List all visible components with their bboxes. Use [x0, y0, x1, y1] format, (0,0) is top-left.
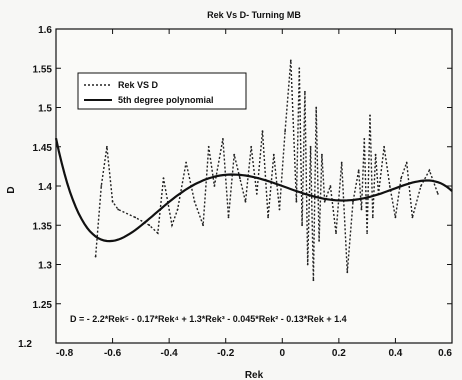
data-point [134, 216, 137, 219]
data-point [250, 145, 253, 148]
legend-label-polynomial: 5th degree polynomial [118, 95, 214, 105]
data-point [411, 216, 414, 219]
legend-box [77, 72, 247, 110]
data-point [267, 216, 269, 219]
data-point [295, 200, 298, 203]
data-point [213, 185, 216, 187]
data-point [312, 279, 315, 282]
data-point [321, 153, 323, 156]
y-tick-label: 1.6 [38, 25, 52, 36]
data-point [388, 185, 391, 187]
data-point [284, 130, 286, 133]
axis-ticks: -0.8 -0.6 -0.4 -0.2 0 0.2 0.4 0.6 1.25 1.3 1.35 1.4… [33, 25, 453, 359]
x-tick-label: -0.8 [56, 348, 74, 359]
data-point [117, 208, 120, 211]
data-point [357, 169, 360, 172]
data-point [278, 208, 281, 211]
y-tick-label: 1.5 [38, 104, 52, 115]
data-point [171, 224, 173, 227]
data-point [394, 216, 397, 219]
data-point [148, 224, 151, 227]
data-point [233, 153, 236, 156]
data-point [106, 145, 108, 148]
data-point [207, 145, 210, 148]
x-axis-label: Rek [245, 370, 264, 380]
y-axis-label: D [6, 186, 17, 193]
data-point [369, 114, 371, 117]
data-point [156, 232, 159, 235]
y-tick-label: 1.25 [33, 300, 53, 311]
series-line-polynomial-fit [54, 137, 453, 243]
y-bottom-label: 1.2 [18, 339, 32, 350]
data-point [261, 130, 264, 133]
data-point [340, 161, 343, 164]
legend: Rek VS D 5th degree polynomial [77, 72, 247, 110]
data-point [383, 145, 385, 148]
data-point [363, 138, 366, 140]
data-point [239, 177, 241, 180]
data-point [304, 90, 306, 93]
data-point [405, 161, 408, 164]
data-point [94, 255, 97, 258]
data-point [420, 185, 422, 187]
data-point [193, 200, 196, 203]
x-tick-label: 0.4 [388, 348, 402, 359]
series-line-rek-vs-d [94, 60, 439, 281]
legend-label-data: Rek VS D [118, 80, 159, 90]
data-point [202, 224, 205, 227]
y-tick-label: 1.35 [33, 221, 53, 232]
y-tick-label: 1.3 [38, 261, 52, 272]
data-point [301, 224, 303, 227]
data-point [185, 161, 188, 164]
data-point [255, 193, 258, 195]
y-tick-label: 1.45 [33, 143, 53, 154]
data-point [360, 208, 363, 211]
y-tick-label: 1.4 [38, 182, 52, 193]
data-point [323, 200, 326, 203]
data-point [176, 208, 179, 211]
data-point [100, 185, 103, 187]
data-point [437, 193, 439, 195]
data-point [366, 232, 368, 235]
x-tick-label: 0.6 [438, 348, 452, 359]
data-point [289, 59, 292, 62]
data-point [400, 177, 402, 180]
data-point [315, 106, 318, 109]
data-point [352, 200, 354, 203]
data-point [306, 263, 309, 266]
x-tick-label: -0.2 [217, 348, 235, 359]
x-tick-label: 0.2 [332, 348, 346, 359]
data-point [227, 216, 230, 219]
data-point [335, 232, 337, 235]
x-tick-label: 0 [280, 348, 286, 359]
y-tick-label: 1.55 [33, 64, 53, 75]
equation-annotation: D = - 2.2*Rek⁵ - 0.17*Rek⁴ + 1.3*Rek³ - … [70, 314, 347, 324]
chart-title: Rek Vs D- Turning MB [207, 10, 301, 20]
data-point [371, 216, 374, 219]
series-group [54, 59, 453, 282]
data-point [111, 200, 114, 203]
data-point [298, 67, 301, 70]
x-tick-label: -0.4 [161, 348, 179, 359]
data-point [272, 153, 275, 156]
data-point [428, 169, 431, 172]
data-point [374, 153, 377, 156]
x-tick-label: -0.6 [104, 348, 122, 359]
data-point [329, 185, 332, 187]
data-point [318, 240, 320, 242]
data-point [162, 177, 165, 180]
data-point [244, 200, 247, 203]
data-point [309, 145, 312, 148]
data-point [346, 271, 349, 274]
data-point [222, 138, 224, 140]
